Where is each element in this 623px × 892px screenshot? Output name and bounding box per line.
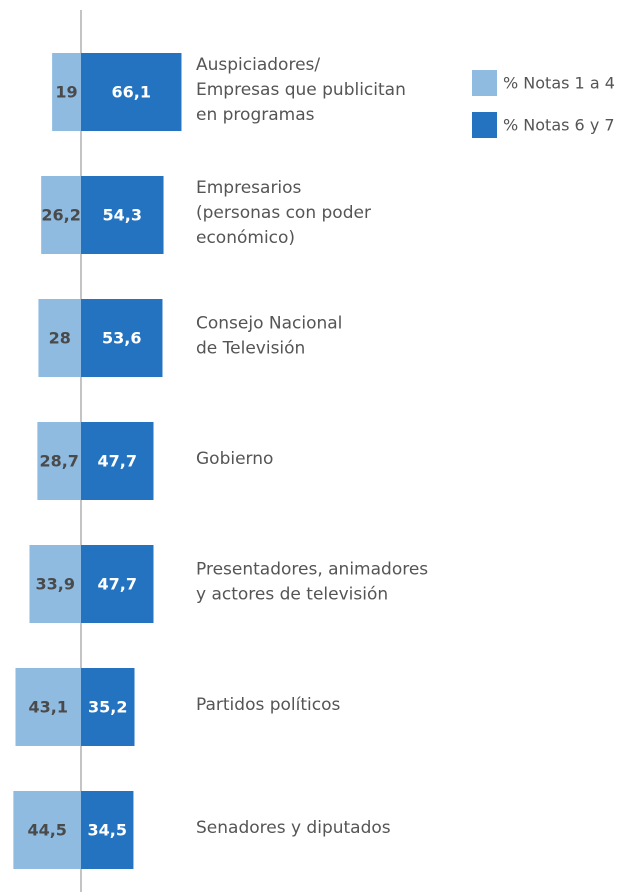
- category-label: en programas: [196, 105, 315, 125]
- category-label: Senadores y diputados: [196, 818, 391, 838]
- bar: [81, 299, 163, 377]
- bar: [37, 422, 81, 500]
- category-label: de Televisión: [196, 339, 305, 359]
- value-label: 47,7: [98, 452, 137, 471]
- category-label: y actores de televisión: [196, 585, 388, 605]
- bar: [38, 299, 81, 377]
- bar: [81, 422, 154, 500]
- bar: [15, 668, 82, 746]
- category-label: Empresarios: [196, 178, 302, 198]
- value-label: 26,2: [41, 206, 80, 225]
- category-label: Gobierno: [196, 449, 273, 469]
- bar: [81, 668, 135, 746]
- bar: [41, 176, 81, 254]
- value-label: 53,6: [102, 329, 141, 348]
- category-label: (personas con poder: [196, 203, 371, 223]
- category-label: Empresas que publicitan: [196, 80, 406, 100]
- bar: [81, 176, 164, 254]
- legend-swatch: [472, 112, 497, 138]
- bar: [52, 53, 81, 131]
- bar: [81, 791, 134, 869]
- category-label: Consejo Nacional: [196, 314, 342, 334]
- bar: [81, 53, 182, 131]
- legend-swatch: [472, 70, 497, 96]
- value-label: 43,1: [29, 698, 68, 717]
- value-label: 44,5: [27, 821, 66, 840]
- legend-label: % Notas 6 y 7: [503, 116, 615, 135]
- bar: [13, 791, 81, 869]
- value-label: 47,7: [98, 575, 137, 594]
- category-label: económico): [196, 228, 295, 248]
- value-label: 34,5: [87, 821, 126, 840]
- value-label: 54,3: [103, 206, 142, 225]
- legend-label: % Notas 1 a 4: [503, 74, 615, 93]
- category-label: Partidos políticos: [196, 695, 341, 715]
- value-label: 19: [55, 83, 77, 102]
- bar: [29, 545, 81, 623]
- value-label: 66,1: [111, 83, 150, 102]
- value-label: 35,2: [88, 698, 127, 717]
- bar: [81, 545, 154, 623]
- value-label: 28: [49, 329, 71, 348]
- category-label: Auspiciadores/: [196, 55, 320, 75]
- value-label: 33,9: [35, 575, 74, 594]
- category-label: Presentadores, animadores: [196, 560, 428, 580]
- value-label: 28,7: [39, 452, 78, 471]
